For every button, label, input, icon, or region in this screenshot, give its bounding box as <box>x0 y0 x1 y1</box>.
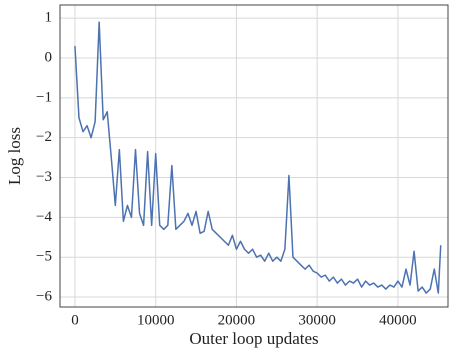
y-tick-label: 0 <box>45 49 53 65</box>
x-axis-label: Outer loop updates <box>189 329 318 348</box>
plot-frame <box>59 4 449 308</box>
y-tick-label: −3 <box>36 169 52 185</box>
x-tick-label: 30000 <box>298 312 336 328</box>
y-tick-label: −2 <box>36 129 52 145</box>
y-tick-label: −4 <box>36 209 52 225</box>
x-tick-label: 20000 <box>218 312 256 328</box>
data-line <box>74 21 442 294</box>
x-tick-label: 40000 <box>379 312 417 328</box>
y-tick-label: −6 <box>36 288 52 304</box>
y-tick-label: −5 <box>36 249 52 265</box>
y-tick-label: −1 <box>36 89 52 105</box>
y-tick-label: 1 <box>45 10 53 26</box>
x-tick-label: 10000 <box>137 312 175 328</box>
x-tick-label: 0 <box>71 312 79 328</box>
y-axis-label: Log loss <box>5 127 24 185</box>
